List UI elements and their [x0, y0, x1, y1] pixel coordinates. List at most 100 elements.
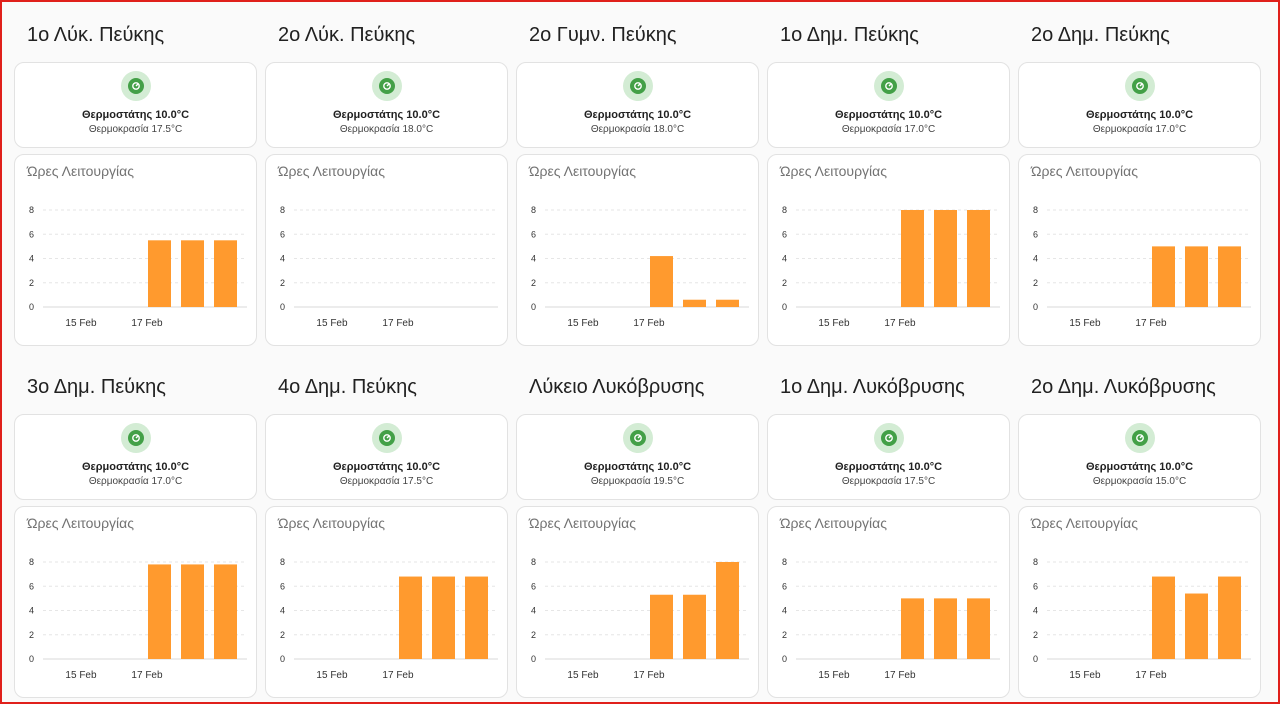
x-tick-label: 15 Feb	[65, 318, 97, 329]
bar	[181, 564, 204, 659]
thermostat-setpoint: Θερμοστάτης 10.0°C	[81, 109, 190, 121]
operating-hours-chart-card[interactable]: Ώρες Λειτουργίας 0 2 4 6 8 15 Feb 17 Feb	[14, 506, 257, 698]
operating-hours-chart-card[interactable]: Ώρες Λειτουργίας 0 2 4 6 8 15 Feb 17 Feb	[1018, 506, 1261, 698]
operating-hours-chart: 0 2 4 6 8 15 Feb 17 Feb	[531, 557, 749, 681]
y-tick-label: 0	[782, 654, 787, 664]
bar	[934, 210, 957, 307]
school-panel-7: 4ο Δημ. Πεύκης Θερμοστάτης 10.0°C Θερμοκ…	[265, 366, 508, 704]
thermostat-icon[interactable]	[622, 71, 653, 101]
x-tick-label: 17 Feb	[884, 318, 916, 329]
thermostat-setpoint: Θερμοστάτης 10.0°C	[332, 461, 441, 473]
thermostat-icon[interactable]	[1124, 71, 1155, 101]
operating-hours-chart: 0 2 4 6 8 15 Feb 17 Feb	[280, 205, 498, 329]
operating-hours-chart-card[interactable]: Ώρες Λειτουργίας 0 2 4 6 8 15 Feb 17 Feb	[516, 506, 759, 698]
thermostat-icon[interactable]	[622, 423, 653, 453]
bar	[1218, 246, 1241, 307]
thermostat-glyph	[1135, 82, 1144, 90]
x-tick-label: 17 Feb	[382, 670, 414, 681]
thermostat-icon-inner	[127, 430, 144, 446]
thermostat-card[interactable]: Θερμοστάτης 10.0°C Θερμοκρασία 15.0°C	[1018, 414, 1261, 500]
current-temperature: Θερμοκρασία 17.0°C	[1092, 124, 1187, 135]
thermostat-icon[interactable]	[371, 71, 402, 101]
operating-hours-chart-card[interactable]: Ώρες Λειτουργίας 0 2 4 6 8 15 Feb 17 Feb	[516, 154, 759, 346]
y-tick-label: 8	[531, 557, 536, 567]
operating-hours-chart-card[interactable]: Ώρες Λειτουργίας 0 2 4 6 8 15 Feb 17 Feb	[14, 154, 257, 346]
thermostat-setpoint: Θερμοστάτης 10.0°C	[332, 109, 441, 121]
x-tick-label: 17 Feb	[131, 670, 163, 681]
y-tick-label: 4	[782, 254, 787, 264]
operating-hours-chart-card[interactable]: Ώρες Λειτουργίας 0 2 4 6 8 15 Feb 17 Feb	[265, 154, 508, 346]
operating-hours-chart-card[interactable]: Ώρες Λειτουργίας 0 2 4 6 8 15 Feb 17 Feb	[767, 154, 1010, 346]
y-tick-label: 6	[782, 229, 787, 239]
y-tick-label: 0	[280, 302, 285, 312]
operating-hours-chart: 0 2 4 6 8 15 Feb 17 Feb	[29, 557, 247, 681]
thermostat-card[interactable]: Θερμοστάτης 10.0°C Θερμοκρασία 17.5°C	[767, 414, 1010, 500]
bar	[650, 256, 673, 307]
x-tick-label: 15 Feb	[818, 670, 850, 681]
current-temperature: Θερμοκρασία 18.0°C	[339, 124, 434, 135]
thermostat-card[interactable]: Θερμοστάτης 10.0°C Θερμοκρασία 17.5°C	[14, 62, 257, 148]
y-tick-label: 2	[280, 630, 285, 640]
thermostat-card[interactable]: Θερμοστάτης 10.0°C Θερμοκρασία 18.0°C	[516, 62, 759, 148]
thermostat-card[interactable]: Θερμοστάτης 10.0°C Θερμοκρασία 17.0°C	[767, 62, 1010, 148]
x-tick-label: 17 Feb	[1135, 670, 1167, 681]
y-tick-label: 8	[1033, 205, 1038, 215]
panel-title: 2ο Δημ. Λυκόβρυσης	[1031, 376, 1216, 398]
chart-title: Ώρες Λειτουργίας	[278, 163, 385, 179]
thermostat-icon-inner	[378, 430, 395, 446]
current-temperature: Θερμοκρασία 17.5°C	[88, 124, 183, 135]
x-tick-label: 17 Feb	[633, 318, 665, 329]
school-panel-3: 2ο Γυμν. Πεύκης Θερμοστάτης 10.0°C Θερμο…	[516, 14, 759, 352]
y-tick-label: 0	[29, 654, 34, 664]
y-tick-label: 2	[531, 278, 536, 288]
thermostat-icon[interactable]	[873, 423, 904, 453]
y-tick-label: 8	[782, 557, 787, 567]
thermostat-glyph	[633, 434, 642, 442]
panel-title: 1ο Δημ. Πεύκης	[780, 24, 919, 46]
thermostat-glyph	[1135, 434, 1144, 442]
y-tick-label: 8	[280, 557, 285, 567]
y-tick-label: 6	[280, 229, 285, 239]
bar	[1185, 246, 1208, 307]
thermostat-icon[interactable]	[1124, 423, 1155, 453]
current-temperature: Θερμοκρασία 18.0°C	[590, 124, 685, 135]
bar	[683, 299, 706, 307]
bar	[967, 210, 990, 307]
school-panel-10: 2ο Δημ. Λυκόβρυσης Θερμοστάτης 10.0°C Θε…	[1018, 366, 1261, 704]
thermostat-icon[interactable]	[873, 71, 904, 101]
thermostat-glyph	[633, 82, 642, 90]
thermostat-icon[interactable]	[371, 423, 402, 453]
current-temperature: Θερμοκρασία 17.5°C	[841, 476, 936, 487]
bar	[399, 576, 422, 659]
current-temperature: Θερμοκρασία 17.5°C	[339, 476, 434, 487]
thermostat-card[interactable]: Θερμοστάτης 10.0°C Θερμοκρασία 18.0°C	[265, 62, 508, 148]
y-tick-label: 8	[29, 557, 34, 567]
y-tick-label: 2	[29, 630, 34, 640]
x-tick-label: 15 Feb	[818, 318, 850, 329]
y-tick-label: 2	[29, 278, 34, 288]
thermostat-icon[interactable]	[120, 71, 151, 101]
thermostat-card[interactable]: Θερμοστάτης 10.0°C Θερμοκρασία 19.5°C	[516, 414, 759, 500]
thermostat-card[interactable]: Θερμοστάτης 10.0°C Θερμοκρασία 17.0°C	[14, 414, 257, 500]
panel-title: 4ο Δημ. Πεύκης	[278, 376, 417, 398]
current-temperature: Θερμοκρασία 19.5°C	[590, 476, 685, 487]
y-tick-label: 0	[531, 654, 536, 664]
panel-title: 2ο Γυμν. Πεύκης	[529, 24, 677, 46]
y-tick-label: 4	[280, 606, 285, 616]
operating-hours-chart-card[interactable]: Ώρες Λειτουργίας 0 2 4 6 8 15 Feb 17 Feb	[265, 506, 508, 698]
dashboard-grid: 1ο Λύκ. Πεύκης Θερμοστάτης 10.0°C Θερμοκ…	[14, 14, 1261, 704]
y-tick-label: 2	[782, 278, 787, 288]
current-temperature: Θερμοκρασία 17.0°C	[88, 476, 183, 487]
thermostat-card[interactable]: Θερμοστάτης 10.0°C Θερμοκρασία 17.5°C	[265, 414, 508, 500]
operating-hours-chart-card[interactable]: Ώρες Λειτουργίας 0 2 4 6 8 15 Feb 17 Feb	[1018, 154, 1261, 346]
y-tick-label: 6	[29, 229, 34, 239]
chart-title: Ώρες Λειτουργίας	[27, 515, 134, 531]
operating-hours-chart: 0 2 4 6 8 15 Feb 17 Feb	[280, 557, 498, 681]
operating-hours-chart-card[interactable]: Ώρες Λειτουργίας 0 2 4 6 8 15 Feb 17 Feb	[767, 506, 1010, 698]
thermostat-icon[interactable]	[120, 423, 151, 453]
bar	[934, 598, 957, 659]
thermostat-glyph	[884, 82, 893, 90]
thermostat-card[interactable]: Θερμοστάτης 10.0°C Θερμοκρασία 17.0°C	[1018, 62, 1261, 148]
y-tick-label: 8	[280, 205, 285, 215]
bar	[432, 576, 455, 659]
